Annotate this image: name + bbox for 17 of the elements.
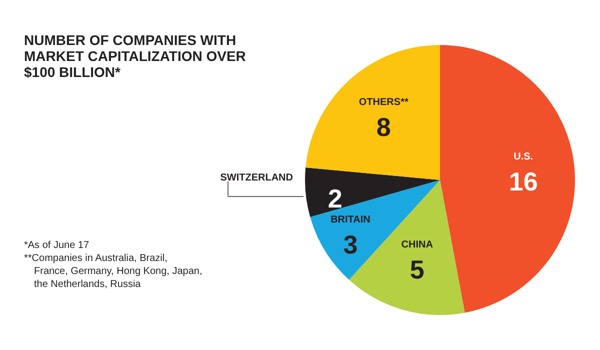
text: *As of June 17 [24, 240, 90, 251]
pie-slice [305, 168, 440, 217]
slice-label: BRITAIN [330, 214, 370, 226]
text: **Companies in Australia, Brazil, France, Germany, Hong Kong, Japan, the Netherlands, Russia [24, 253, 202, 290]
pie-slice [306, 45, 440, 180]
data-label: 2 [328, 184, 342, 214]
data-label: 8 [376, 112, 391, 142]
pie-slice [440, 45, 575, 313]
slice-label: CHINA [401, 240, 433, 251]
slice-label: OTHERS** [358, 97, 408, 108]
chart-title: NUMBER OF COMPANIES WITH MARKET CAPITALIZATION OVER $100 BILLION* [24, 32, 246, 80]
data-label: 5 [410, 254, 424, 285]
pie-slice [310, 180, 440, 280]
data-label: 16 [508, 166, 538, 196]
slice-label: U.S. [514, 151, 534, 162]
data-label: 3 [343, 229, 358, 260]
slice-label: SWITZERLAND [220, 172, 293, 184]
